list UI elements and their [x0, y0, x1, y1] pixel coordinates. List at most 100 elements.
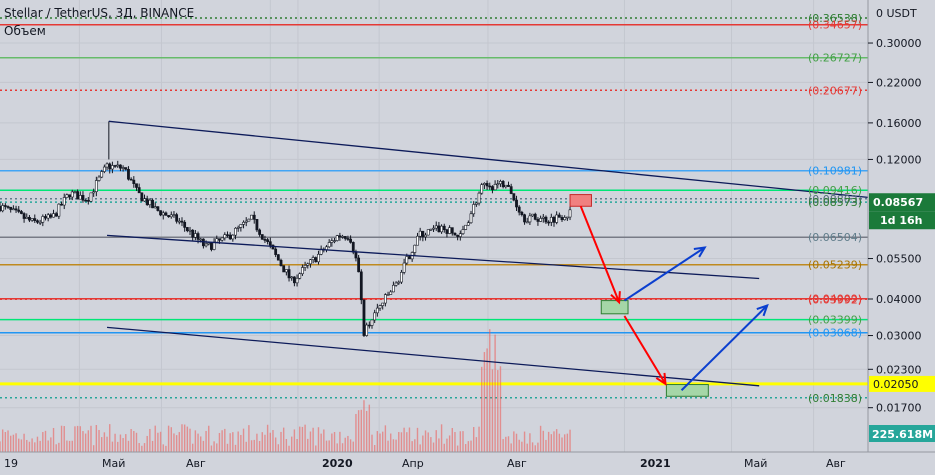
- volume-bar: [360, 409, 362, 452]
- candle-body: [111, 165, 114, 170]
- candle-body: [6, 206, 10, 208]
- candle-body: [57, 203, 61, 217]
- volume-bar: [10, 435, 12, 452]
- volume-bar: [261, 432, 263, 452]
- volume-bar: [555, 429, 558, 452]
- candle-body: [480, 184, 484, 194]
- candle-body: [354, 251, 358, 259]
- volume-bar: [0, 441, 1, 452]
- candle-body: [381, 302, 385, 306]
- volume-bar: [427, 432, 429, 452]
- volume-bar: [31, 438, 33, 452]
- volume-bar: [52, 427, 55, 452]
- volume-bar: [98, 429, 100, 452]
- time-axis-label: 19: [4, 457, 18, 470]
- volume-bar: [282, 427, 285, 452]
- axis-tick-label: 0.03000: [876, 330, 922, 343]
- volume-bar: [521, 441, 523, 452]
- volume-bar: [365, 410, 368, 452]
- volume-bar: [173, 433, 175, 452]
- volume-bar: [125, 434, 127, 452]
- highlight-level-label: 0.02050: [873, 378, 919, 391]
- axis-tick-label: 0.16000: [876, 117, 922, 130]
- volume-bar: [481, 366, 483, 452]
- horizontal-levels: [0, 17, 868, 399]
- volume-bar: [288, 445, 290, 452]
- candle-body: [156, 206, 160, 211]
- price-axis[interactable]: 0 USDT 0.30000 0.22000 0.16000 0.12000 0.0550…: [867, 0, 935, 452]
- time-axis[interactable]: 19 Май Авг 2020 Апр Авг 2021 Май Авг: [0, 451, 935, 470]
- volume-bar: [66, 440, 68, 452]
- axis-zero-label: 0 USDT: [876, 7, 917, 20]
- candle-body: [199, 238, 203, 241]
- candle-body: [97, 176, 101, 181]
- volume-bar: [416, 427, 419, 452]
- volume-bar: [406, 432, 408, 452]
- volume-bar: [242, 428, 245, 452]
- candle-body: [78, 195, 82, 200]
- candle-body: [357, 257, 361, 273]
- candle-body: [17, 209, 21, 212]
- volume-bar: [71, 440, 73, 452]
- volume-bar: [307, 438, 309, 452]
- candle-body: [386, 294, 390, 296]
- candle-body: [464, 224, 468, 230]
- volume-bar: [229, 433, 231, 452]
- candle-body: [501, 181, 505, 188]
- candle-body: [143, 198, 146, 202]
- volume-bar: [178, 432, 181, 452]
- volume-bar: [258, 441, 261, 452]
- volume-bar: [111, 441, 114, 452]
- candle-body: [116, 164, 120, 167]
- candle-body: [226, 234, 229, 236]
- candle-body: [44, 216, 47, 219]
- candle-body: [335, 235, 339, 241]
- level-label: (0.01838): [808, 392, 862, 405]
- candle-body: [303, 265, 307, 268]
- candle-body: [220, 237, 224, 241]
- volume-bar: [379, 433, 381, 452]
- candle-body: [65, 194, 69, 198]
- candle-body: [20, 211, 23, 214]
- volume-bar: [435, 430, 437, 452]
- zones[interactable]: [569, 194, 709, 397]
- volume-bar: [26, 439, 28, 452]
- candle-body: [389, 291, 393, 295]
- candle-body: [568, 209, 572, 218]
- candle-body: [185, 227, 189, 232]
- axis-tick-label: 0.30000: [876, 37, 922, 50]
- candle-body: [314, 257, 318, 263]
- volume-bar: [545, 439, 547, 452]
- volume-bar: [513, 431, 515, 452]
- red-arrow-head: [610, 291, 621, 305]
- candle-body: [236, 227, 240, 229]
- volume-bar: [376, 431, 379, 452]
- volume-bar: [269, 432, 272, 452]
- volume-bar: [539, 425, 542, 452]
- forecast-arrows[interactable]: [579, 205, 769, 391]
- volume-bar: [50, 437, 52, 452]
- candle-body: [442, 225, 446, 231]
- axis-tick-label: 0.02300: [876, 363, 922, 376]
- volume-bar: [320, 433, 322, 452]
- volume-bar: [347, 435, 349, 452]
- volume-bar: [28, 441, 31, 452]
- candle-body: [563, 217, 567, 221]
- volume-bar: [15, 433, 17, 452]
- candle-body: [268, 241, 272, 246]
- candle-body: [496, 183, 500, 186]
- symbol-title[interactable]: Stellar / TetherUS, 3Д, BINANCE: [4, 6, 195, 20]
- volume-bar: [531, 442, 534, 452]
- volume-bar: [4, 432, 7, 452]
- level-label: (0.09416): [808, 184, 862, 197]
- volume-bar: [422, 435, 424, 452]
- volume-bar: [213, 441, 215, 452]
- trend-lines[interactable]: [106, 120, 869, 387]
- volume-bar: [336, 443, 338, 452]
- blue-arrow-head: [756, 303, 769, 317]
- volume-bar: [446, 438, 448, 452]
- volume-bar: [200, 436, 202, 452]
- volume-bar: [186, 426, 189, 452]
- volume-indicator-label[interactable]: Объем: [4, 24, 46, 38]
